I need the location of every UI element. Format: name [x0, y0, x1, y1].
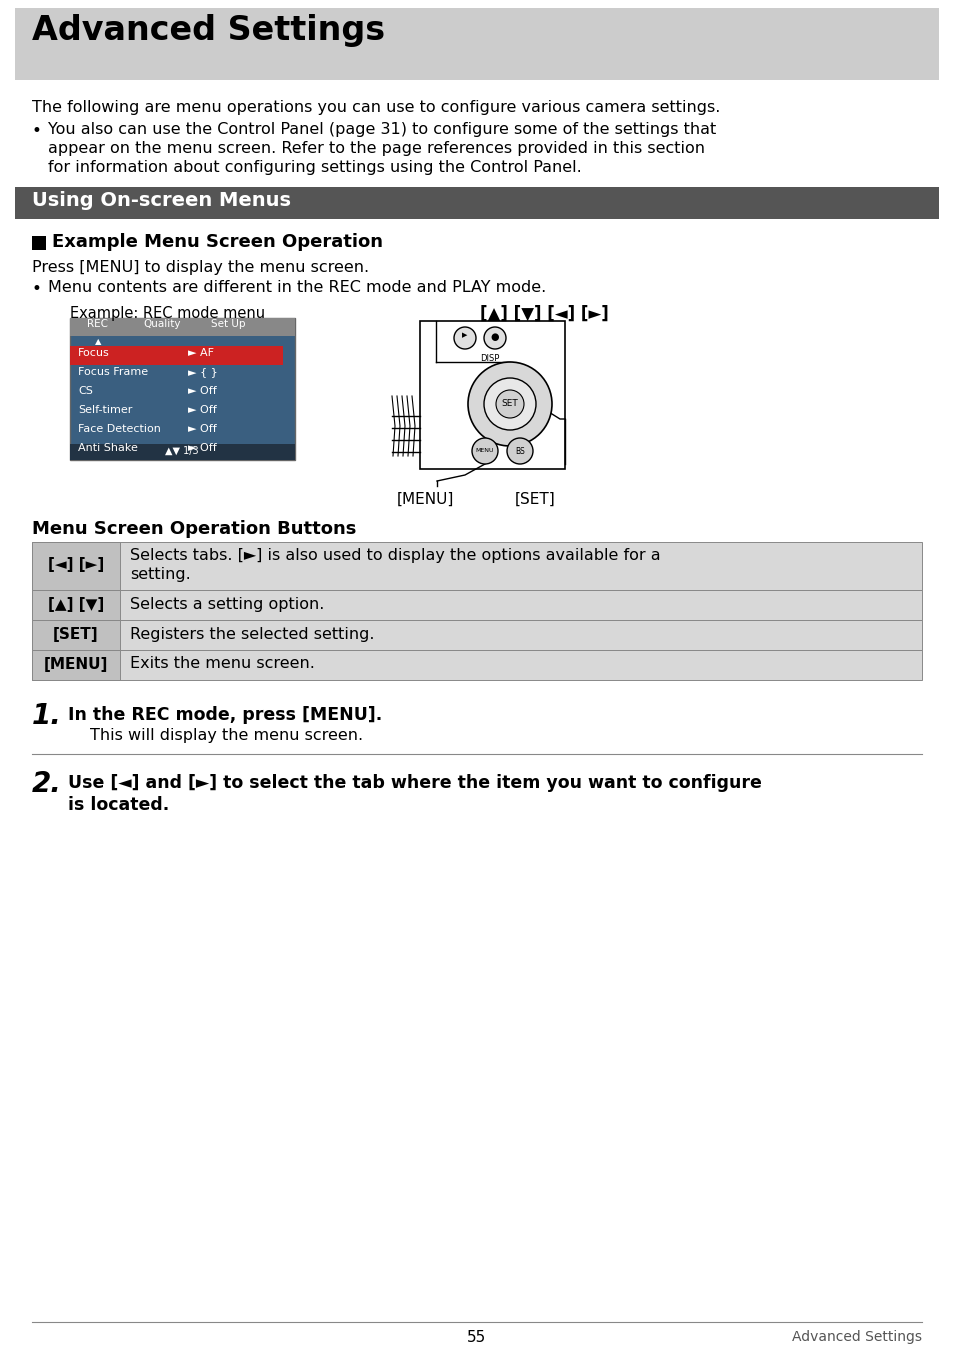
- Text: Registers the selected setting.: Registers the selected setting.: [130, 627, 375, 642]
- Text: ●: ●: [490, 332, 498, 342]
- Text: Press [MENU] to display the menu screen.: Press [MENU] to display the menu screen.: [32, 261, 369, 275]
- Text: MENU: MENU: [476, 449, 494, 453]
- Bar: [15, 8, 938, 80]
- Text: ▲: ▲: [94, 337, 101, 346]
- Text: DISP: DISP: [479, 354, 499, 364]
- Bar: [419, 322, 564, 470]
- Text: CS: CS: [78, 385, 92, 396]
- Bar: [70, 346, 283, 365]
- Bar: [70, 318, 294, 460]
- Text: ► Off: ► Off: [188, 442, 216, 453]
- Bar: [32, 236, 46, 250]
- Text: 1.: 1.: [32, 702, 62, 730]
- Text: ▶: ▶: [462, 332, 467, 338]
- Text: The following are menu operations you can use to configure various camera settin: The following are menu operations you ca…: [32, 100, 720, 115]
- Text: Face Detection: Face Detection: [78, 423, 161, 434]
- Bar: [32, 650, 120, 680]
- Text: Anti Shake: Anti Shake: [78, 442, 138, 453]
- Bar: [32, 541, 120, 590]
- Bar: [32, 650, 921, 680]
- Text: 2.: 2.: [32, 769, 62, 798]
- Text: Advanced Settings: Advanced Settings: [32, 14, 385, 47]
- Text: Example: REC mode menu: Example: REC mode menu: [70, 305, 265, 322]
- Text: Use [◄] and [►] to select the tab where the item you want to configure: Use [◄] and [►] to select the tab where …: [68, 773, 761, 792]
- Text: [SET]: [SET]: [514, 493, 555, 508]
- Bar: [15, 187, 938, 218]
- Text: •: •: [32, 280, 42, 299]
- Text: [▲] [▼] [◄] [►]: [▲] [▼] [◄] [►]: [479, 305, 608, 323]
- Bar: [70, 318, 294, 337]
- Circle shape: [506, 438, 533, 464]
- Circle shape: [472, 438, 497, 464]
- Text: is located.: is located.: [68, 797, 169, 814]
- Text: BS: BS: [515, 446, 524, 456]
- Text: •: •: [32, 122, 42, 140]
- Text: setting.: setting.: [130, 567, 191, 582]
- Text: Menu Screen Operation Buttons: Menu Screen Operation Buttons: [32, 520, 356, 537]
- Circle shape: [483, 379, 536, 430]
- Text: Exits the menu screen.: Exits the menu screen.: [130, 657, 314, 672]
- Bar: [70, 444, 294, 460]
- Circle shape: [454, 327, 476, 349]
- Text: ► AF: ► AF: [188, 347, 213, 358]
- Bar: [32, 590, 921, 620]
- Text: ► { }: ► { }: [188, 366, 217, 377]
- Circle shape: [483, 327, 505, 349]
- Text: ▲▼ 1/3: ▲▼ 1/3: [165, 446, 198, 456]
- Text: REC: REC: [88, 319, 109, 328]
- Text: Advanced Settings: Advanced Settings: [791, 1330, 921, 1343]
- Text: In the REC mode, press [MENU].: In the REC mode, press [MENU].: [68, 706, 382, 725]
- Text: [SET]: [SET]: [53, 627, 99, 642]
- Text: Menu contents are different in the REC mode and PLAY mode.: Menu contents are different in the REC m…: [48, 280, 546, 294]
- Bar: [32, 590, 120, 620]
- Text: [◄] [►]: [◄] [►]: [48, 558, 104, 573]
- Text: [MENU]: [MENU]: [44, 657, 108, 672]
- Text: You also can use the Control Panel (page 31) to configure some of the settings t: You also can use the Control Panel (page…: [48, 122, 716, 137]
- Text: Self-timer: Self-timer: [78, 404, 132, 415]
- Text: Focus: Focus: [78, 347, 110, 358]
- Bar: [32, 620, 921, 650]
- Text: appear on the menu screen. Refer to the page references provided in this section: appear on the menu screen. Refer to the …: [48, 141, 704, 156]
- Text: ► Off: ► Off: [188, 423, 216, 434]
- Text: Selects tabs. [►] is also used to display the options available for a: Selects tabs. [►] is also used to displa…: [130, 548, 659, 563]
- Text: Focus Frame: Focus Frame: [78, 366, 148, 377]
- Text: ► Off: ► Off: [188, 385, 216, 396]
- Text: for information about configuring settings using the Control Panel.: for information about configuring settin…: [48, 160, 581, 175]
- Text: Set Up: Set Up: [211, 319, 245, 328]
- Circle shape: [496, 389, 523, 418]
- Text: [MENU]: [MENU]: [395, 493, 454, 508]
- Text: Quality: Quality: [143, 319, 180, 328]
- Text: This will display the menu screen.: This will display the menu screen.: [90, 727, 363, 744]
- Text: Using On-screen Menus: Using On-screen Menus: [32, 191, 291, 210]
- Text: [▲] [▼]: [▲] [▼]: [48, 597, 104, 612]
- Text: Selects a setting option.: Selects a setting option.: [130, 597, 324, 612]
- Bar: [32, 620, 120, 650]
- Text: ► Off: ► Off: [188, 404, 216, 415]
- Text: SET: SET: [501, 399, 517, 408]
- Text: 55: 55: [467, 1330, 486, 1345]
- Circle shape: [468, 362, 552, 446]
- Text: Example Menu Screen Operation: Example Menu Screen Operation: [52, 233, 382, 251]
- Bar: [32, 541, 921, 590]
